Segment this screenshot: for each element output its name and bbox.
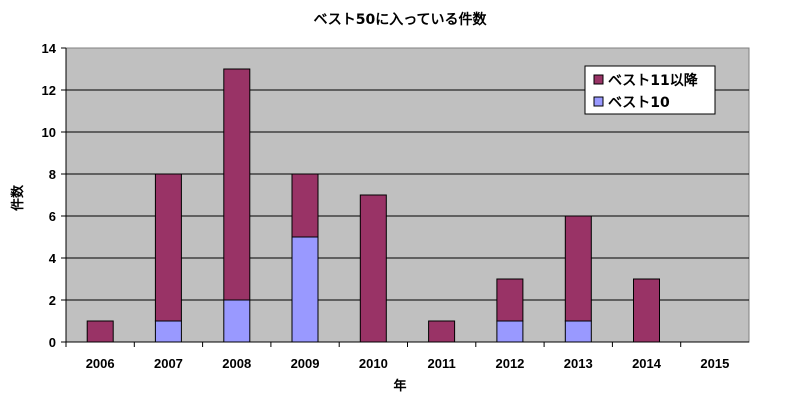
y-tick-label: 10 [42,125,56,140]
bar-best11-plus-2008 [223,68,251,301]
x-tick-label: 2014 [632,356,662,371]
bar-best10-2008 [223,299,251,343]
bar-best11-plus-2013 [564,215,592,322]
x-axis-label: 年 [393,378,406,394]
x-tick-label: 2010 [359,356,388,371]
y-tick-label: 6 [49,209,56,224]
legend-box [584,65,716,115]
y-axis-label: 件数 [10,184,26,211]
y-tick-label: 12 [42,83,56,98]
y-tick-label: 4 [49,251,57,266]
bar-best10-2012 [496,320,524,343]
x-tick-label: 2012 [495,356,524,371]
legend-label: ベスト10 [608,95,670,111]
bar-best10-2009 [291,236,319,343]
x-tick-label: 2009 [291,356,320,371]
x-tick-label: 2008 [222,356,251,371]
y-tick-label: 14 [42,41,57,56]
legend-swatch [593,96,604,107]
bar-best11-plus-2014 [633,278,660,343]
bar-best11-plus-2011 [428,320,456,343]
x-tick-label: 2011 [428,356,456,371]
legend-swatch [593,74,604,85]
x-tick-label: 2007 [154,356,183,371]
legend-label: ベスト11以降 [608,72,699,89]
x-axis-ticks: 2006 2007 2008 2009 2010 2011 2012 2013 2014 2015 [65,341,749,371]
chart-title: ベスト50に入っている件数 [313,11,487,28]
x-tick-label: 2013 [564,356,593,371]
bar-best11-plus-2012 [496,278,524,322]
y-tick-label: 8 [49,167,56,182]
bar-best11-plus-2007 [154,173,182,322]
x-tick-label: 2006 [86,356,115,371]
bar-best11-plus-2006 [86,320,114,343]
bar-best11-plus-2010 [359,194,387,343]
bar-best10-2007 [154,320,182,343]
y-axis-ticks: 0 2 4 6 8 10 12 14 [42,41,67,350]
bar-best10-2013 [564,320,592,343]
y-tick-label: 0 [49,335,56,350]
x-tick-label: 2015 [700,356,729,371]
bars [86,68,660,343]
y-tick-label: 2 [49,293,56,308]
bar-best11-plus-2009 [291,173,319,238]
